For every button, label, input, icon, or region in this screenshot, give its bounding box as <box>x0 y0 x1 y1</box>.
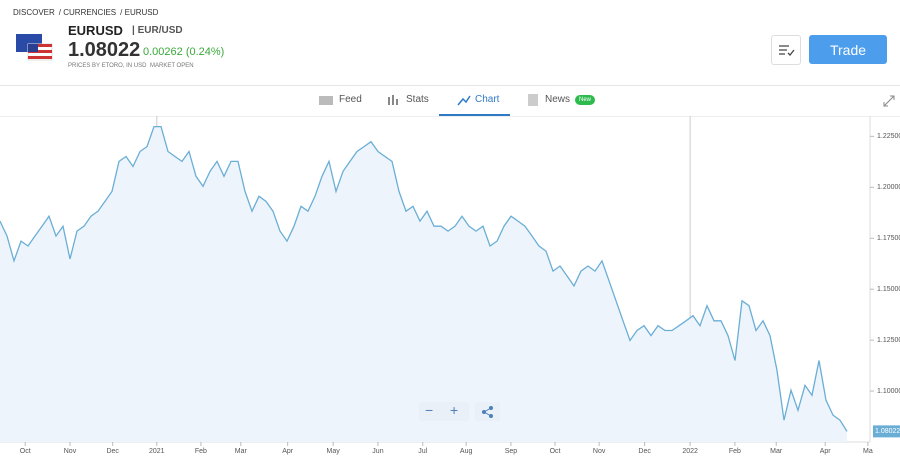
zoom-in[interactable]: + <box>450 402 459 418</box>
y-tick-label: 1.10000 <box>877 388 900 395</box>
symbol: EURUSD <box>68 23 123 38</box>
tabs: Feed Stats Chart News New <box>0 85 900 117</box>
tab[interactable]: Chart <box>475 94 500 105</box>
pair: | EUR/USD <box>132 25 183 36</box>
crumb[interactable]: DISCOVER <box>13 8 55 17</box>
x-tick-label: Apr <box>820 448 832 455</box>
tab[interactable]: Feed <box>339 94 362 105</box>
badge: New <box>575 95 596 105</box>
price: 1.08022 <box>68 39 141 61</box>
crumb[interactable]: CURRENCIES <box>63 8 117 17</box>
x-tick-label: Jun <box>372 448 383 455</box>
x-tick-label: Mar <box>235 448 248 455</box>
market-status: MARKET OPEN <box>150 63 194 69</box>
x-tick-label: Dec <box>106 448 119 455</box>
x-tick-label: Jul <box>418 448 427 455</box>
flag-icon <box>16 34 53 61</box>
x-tick-label: Nov <box>593 448 606 455</box>
x-tick-label: Ma <box>863 448 873 455</box>
source: PRICES BY ETORO, IN USD <box>68 63 147 69</box>
x-tick-label: 2021 <box>149 448 165 455</box>
area <box>0 126 847 442</box>
watchlist-button[interactable] <box>771 35 801 65</box>
y-tick-label: 1.22500 <box>877 133 900 140</box>
x-tick-label: Sep <box>505 448 518 455</box>
last-price-label: 1.08022 <box>875 428 900 435</box>
x-tick-label: Dec <box>638 448 651 455</box>
x-tick-label: Aug <box>460 448 473 455</box>
zoom-controls: − + <box>419 402 469 421</box>
x-tick-label: 2022 <box>682 448 698 455</box>
x-tick-label: Oct <box>20 448 31 455</box>
x-tick-label: Oct <box>550 448 561 455</box>
trade-button[interactable]: Trade <box>809 35 887 64</box>
pair-name: EUR/USD <box>137 25 183 36</box>
zoom-out[interactable]: − <box>425 402 434 418</box>
chart: Oct Nov Dec 2021 Feb Mar Apr May Jun Jul Aug Sep Oct… <box>0 116 900 455</box>
x-tick-label: Mar <box>770 448 783 455</box>
y-tick-label: 1.12500 <box>877 337 900 344</box>
tab-indicator <box>439 114 510 116</box>
x-tick-label: Nov <box>64 448 77 455</box>
x-tick-label: Feb <box>195 448 207 455</box>
y-tick-label: 1.20000 <box>877 184 900 191</box>
y-tick-label: 1.15000 <box>877 286 900 293</box>
tab[interactable]: News <box>545 94 571 105</box>
crumb: EURUSD <box>124 8 159 17</box>
price-line <box>0 125 848 432</box>
x-tick-label: May <box>327 448 341 455</box>
last-price-box <box>873 425 900 438</box>
x-tick-label: Apr <box>282 448 294 455</box>
y-tick-label: 1.17500 <box>877 235 900 242</box>
tab[interactable]: Stats <box>406 94 429 105</box>
change: 0.00262 (0.24%) <box>143 46 225 58</box>
breadcrumb: DISCOVER / CURRENCIES / EURUSD <box>13 8 159 17</box>
share-button[interactable] <box>475 402 500 421</box>
x-tick-label: Feb <box>729 448 741 455</box>
